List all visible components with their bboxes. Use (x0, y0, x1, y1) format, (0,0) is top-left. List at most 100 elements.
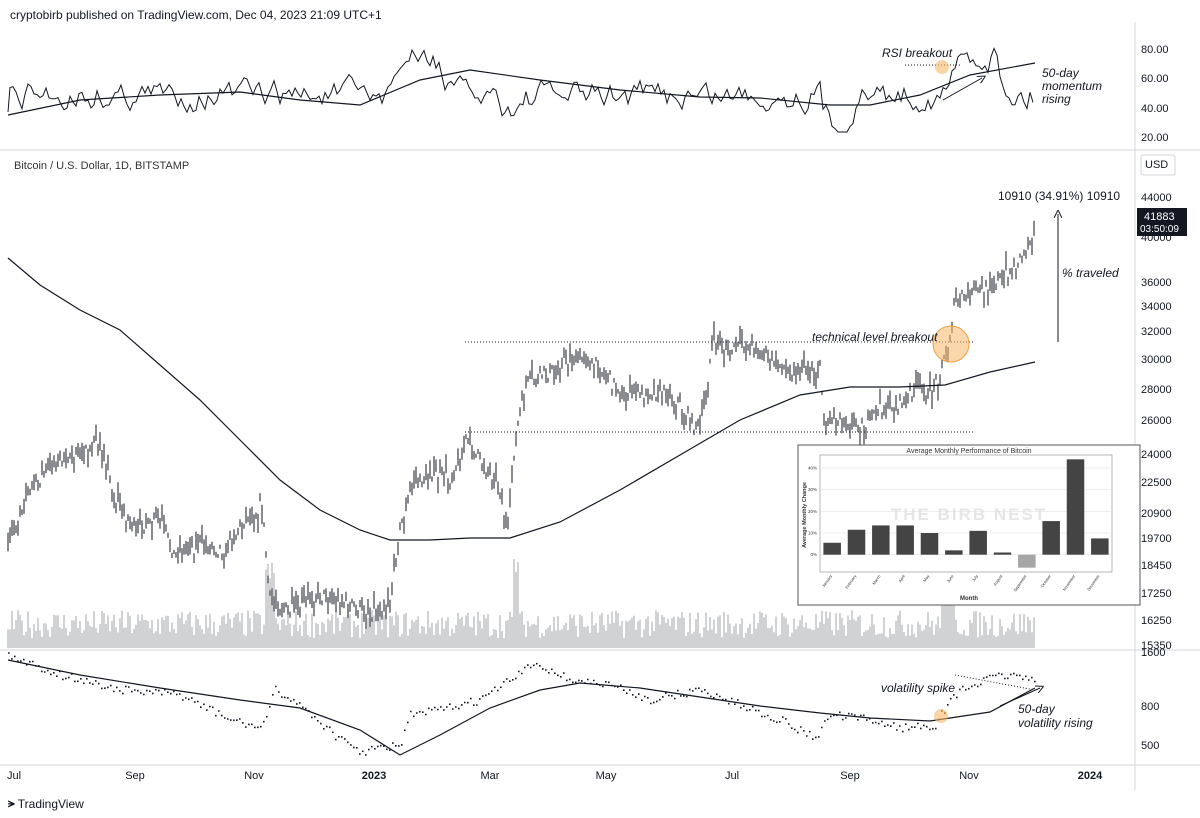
moving-average-200d (7, 257, 1036, 541)
inset-xtick-label: May (922, 574, 930, 583)
inset-ytick-label: 0% (810, 552, 817, 557)
inset-xtick-label: June (946, 573, 956, 584)
price-tick-label: 18450 (1141, 560, 1172, 572)
tradingview-brand: TradingView (17, 796, 84, 811)
time-axis-label: 2024 (1078, 770, 1103, 782)
inset-plot-frame (819, 454, 1113, 573)
inset-bar-march (872, 525, 890, 555)
inset-bar-july (969, 530, 987, 555)
price-tick-label: 22500 (1141, 477, 1172, 489)
price-tick-label: 28000 (1141, 384, 1172, 396)
price-tick-label: 19700 (1141, 533, 1172, 545)
price-tick-label: 20900 (1141, 508, 1172, 520)
volatility-tick-label: 1600 (1141, 647, 1165, 659)
volatility-level-line (954, 674, 1036, 691)
rsi-tick-label: 60.00 (1141, 73, 1169, 85)
inset-bar-august (993, 552, 1012, 555)
price-tick-label: 26000 (1141, 415, 1172, 427)
inset-plot: 40%30%20%10%0%January February March April M… (808, 454, 1113, 593)
time-axis-label: Nov (244, 770, 264, 782)
volume-bars (7, 559, 1035, 648)
inset-watermark: THE BIRB NEST (891, 505, 1047, 524)
volatility-indicator (7, 652, 1036, 756)
bar-countdown: 03:50:09 (1140, 224, 1179, 235)
inset-bar-february (847, 529, 866, 555)
inset-ytick-label: 40% (808, 466, 817, 471)
price-ohlc-bars (7, 220, 1035, 629)
inset-xtick-label: July (971, 574, 979, 583)
rsi-moving-average (7, 62, 1036, 116)
momentum-label-2: momentum (1042, 79, 1102, 93)
time-axis-label: 2023 (362, 770, 386, 782)
volatility-tick-label: 500 (1141, 740, 1159, 752)
inset-bar-december (1091, 538, 1109, 555)
inset-bar-september (1018, 554, 1036, 568)
momentum-label-3: rising (1042, 92, 1071, 106)
symbol-title: Bitcoin / U.S. Dollar, 1D, BITSTAMP (14, 160, 190, 172)
time-axis: Jul Sep Nov 2023 Mar May Jul Sep Nov 2024 (7, 770, 1103, 782)
inset-xtick-label: April (897, 574, 906, 584)
time-axis-label: Mar (481, 770, 500, 782)
monthly-performance-inset: Average Monthly Performance of Bitcoin T… (797, 444, 1141, 606)
inset-ytick-label: 30% (808, 487, 817, 492)
tradingview-logo-icon: ⪫ (8, 796, 15, 810)
currency-label[interactable]: USD (1145, 159, 1168, 171)
price-tick-label: 34000 (1141, 301, 1172, 313)
rsi-tick-label: 20.00 (1141, 132, 1169, 144)
inset-bar-october (1042, 521, 1060, 555)
price-tick-label: 44000 (1141, 192, 1172, 204)
inset-xtick-label: August (992, 573, 1004, 587)
time-axis-label: Jul (725, 770, 739, 782)
price-tick-label: 17250 (1141, 588, 1172, 600)
price-tick-label: 30000 (1141, 354, 1172, 366)
percent-traveled-label: % traveled (1062, 266, 1119, 280)
moving-average-line (7, 257, 1036, 541)
currency-box (1140, 154, 1176, 176)
volatility-spike-label: volatility spike (881, 681, 955, 695)
rsi-tick-label: 80.00 (1141, 44, 1169, 56)
rsi-line (7, 47, 1034, 133)
momentum-arrow (942, 78, 982, 101)
inset-bar-november (1066, 459, 1085, 555)
inset-ytick-label: 20% (808, 509, 817, 514)
rsi-axis: 80.00 60.00 40.00 20.00 (1141, 44, 1169, 144)
inset-xtick-label: March (871, 574, 881, 586)
price-tick-label: 32000 (1141, 326, 1172, 338)
rsi-breakout-highlight (935, 60, 949, 74)
published-header: cryptobirb published on TradingView.com,… (10, 8, 382, 22)
price-tick-label: 24000 (1141, 449, 1172, 461)
price-tick-label: 36000 (1141, 277, 1172, 289)
volatility-dots (8, 652, 1036, 756)
time-axis-label: Sep (125, 770, 145, 782)
volatility-moving-average (7, 659, 1036, 756)
volatility-rising-label-1: 50-day (1018, 702, 1056, 716)
volatility-rising-label-2: volatility rising (1018, 716, 1093, 730)
price-axis: 4400040000360003400032000300002800026000… (1141, 192, 1172, 652)
volatility-tick-label: 800 (1141, 701, 1159, 713)
price-tick-label: 16250 (1141, 615, 1172, 627)
price-tick-label: 15350 (1141, 640, 1172, 652)
inset-bar-january (823, 542, 841, 555)
inset-bar-june (945, 550, 963, 555)
last-price-badge (1137, 208, 1187, 236)
ohlc-bar-series (7, 220, 1035, 629)
inset-xlabel: Month (960, 596, 978, 602)
time-axis-label: Sep (840, 770, 860, 782)
volatility-arrow (999, 688, 1040, 707)
breakout-highlight (932, 325, 970, 363)
rsi-indicator (7, 47, 1036, 133)
last-price-value: 41883 (1144, 211, 1175, 223)
volume-series (7, 559, 1035, 648)
inset-ylabel: Average Monthly Change (802, 482, 808, 548)
inset-ytick-label: 10% (808, 531, 817, 536)
inset-bar-may (920, 533, 939, 555)
time-axis-label: May (596, 770, 617, 782)
inset-bar-april (896, 525, 914, 555)
tradingview-footer[interactable]: ⪫ TradingView (8, 796, 84, 811)
rsi-tick-label: 40.00 (1141, 103, 1169, 115)
time-axis-label: Jul (7, 770, 21, 782)
momentum-label-1: 50-day (1042, 66, 1080, 80)
measure-label: 10910 (34.91%) 10910 (998, 189, 1120, 203)
volatility-spike-highlight (934, 709, 948, 723)
